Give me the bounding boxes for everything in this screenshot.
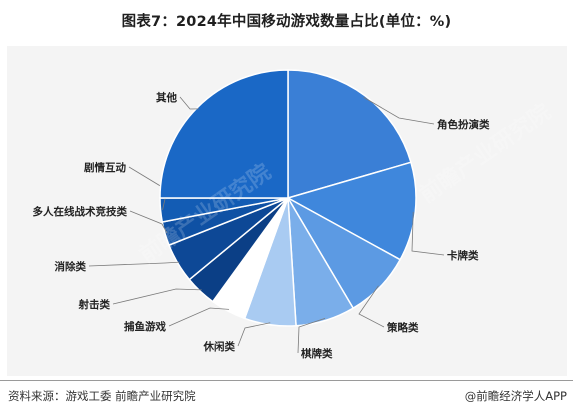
leader-line: [411, 211, 445, 256]
slice-label: 剧情互动: [84, 161, 126, 174]
slice-label: 多人在线战术竞技类: [33, 205, 128, 218]
footer: 资料来源：游戏工委 前瞻产业研究院 @前瞻经济学人APP: [0, 380, 573, 417]
slice-label: 射击类: [78, 298, 111, 311]
slice-label: 捕鱼游戏: [124, 320, 166, 333]
slice-label: 策略类: [386, 321, 419, 334]
chart-title: 图表7：2024年中国移动游戏数量占比(单位：%): [121, 13, 452, 30]
chart-title-bar: 图表7：2024年中国移动游戏数量占比(单位：%): [0, 0, 573, 40]
slice-label: 角色扮演类: [437, 118, 490, 131]
pie-slice-11: [159, 69, 289, 199]
leader-line: [88, 261, 180, 267]
pie-slice-2: [286, 161, 417, 261]
leader-line: [168, 307, 230, 327]
slice-label: 消除类: [55, 260, 87, 273]
slice-label: 休闲类: [203, 340, 236, 353]
brand-credit: @前瞻经济学人APP: [464, 389, 567, 403]
leader-line: [237, 322, 271, 347]
leader-line: [363, 96, 435, 125]
leader-line: [129, 210, 168, 234]
source-note: 资料来源：游戏工委 前瞻产业研究院: [8, 389, 196, 403]
leader-line: [179, 96, 199, 110]
leader-line: [112, 288, 202, 305]
leader-line: [358, 285, 385, 328]
chart-panel: 角色扮演类卡牌类策略类棋牌类 休闲类 捕鱼游戏 射击类 消除类 多人在线战术竞技类 剧情互动…: [7, 46, 567, 376]
pie-slice-1: [287, 69, 412, 199]
leader-line: [297, 318, 326, 354]
slice-label: 卡牌类: [447, 249, 479, 262]
slice-label: 其他: [156, 91, 177, 104]
slice-label: 棋牌类: [300, 347, 333, 360]
